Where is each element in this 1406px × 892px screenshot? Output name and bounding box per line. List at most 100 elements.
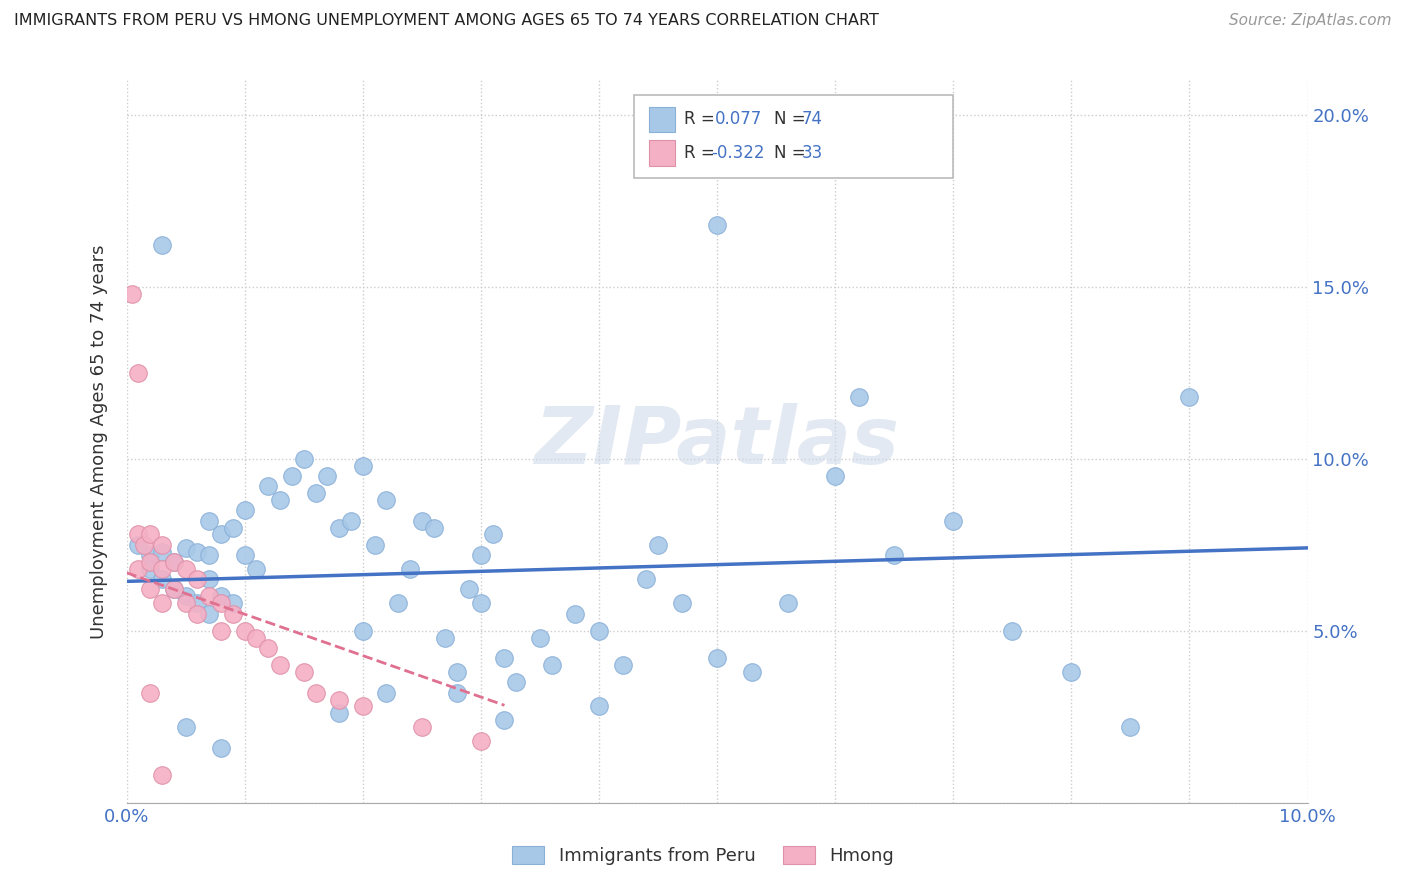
Legend: Immigrants from Peru, Hmong: Immigrants from Peru, Hmong — [503, 837, 903, 874]
Point — [470, 596, 492, 610]
Point — [434, 631, 457, 645]
FancyBboxPatch shape — [634, 95, 953, 178]
Point — [494, 713, 516, 727]
Point — [139, 686, 162, 700]
Point — [186, 572, 208, 586]
Point — [375, 493, 398, 508]
Point — [304, 686, 326, 700]
Y-axis label: Unemployment Among Ages 65 to 74 years: Unemployment Among Ages 65 to 74 years — [90, 244, 108, 639]
Point — [222, 596, 245, 610]
Point — [671, 596, 693, 610]
Point — [540, 658, 562, 673]
Point — [209, 624, 232, 638]
Point — [198, 572, 221, 586]
Point — [776, 596, 799, 610]
Point — [281, 469, 304, 483]
Bar — [648, 140, 675, 166]
Point — [446, 665, 468, 679]
Point — [292, 665, 315, 679]
Point — [127, 538, 149, 552]
Point — [316, 469, 339, 483]
Point — [163, 555, 186, 569]
Point — [139, 527, 162, 541]
Point — [245, 631, 267, 645]
Point — [163, 582, 186, 597]
Text: Source: ZipAtlas.com: Source: ZipAtlas.com — [1229, 13, 1392, 29]
Point — [848, 390, 870, 404]
Text: 0.077: 0.077 — [714, 111, 762, 128]
Point — [363, 538, 385, 552]
Point — [411, 514, 433, 528]
Point — [222, 607, 245, 621]
Point — [352, 699, 374, 714]
Point — [150, 572, 173, 586]
Point — [375, 686, 398, 700]
Point — [245, 562, 267, 576]
Text: R =: R = — [683, 111, 720, 128]
Point — [174, 541, 197, 556]
Point — [139, 548, 162, 562]
Point — [304, 486, 326, 500]
Point — [198, 607, 221, 621]
Point — [411, 720, 433, 734]
Point — [163, 582, 186, 597]
Point — [150, 768, 173, 782]
Point — [186, 607, 208, 621]
Point — [1119, 720, 1142, 734]
Point — [328, 520, 350, 534]
Point — [198, 548, 221, 562]
Point — [328, 706, 350, 721]
Point — [257, 640, 280, 655]
Point — [257, 479, 280, 493]
Point — [883, 548, 905, 562]
Text: N =: N = — [773, 111, 811, 128]
Point — [209, 740, 232, 755]
Point — [139, 562, 162, 576]
Point — [1060, 665, 1083, 679]
Point — [139, 582, 162, 597]
Point — [647, 538, 669, 552]
Text: 74: 74 — [801, 111, 823, 128]
Point — [505, 675, 527, 690]
Point — [139, 555, 162, 569]
Point — [233, 548, 256, 562]
Bar — [648, 107, 675, 132]
Point — [706, 218, 728, 232]
Point — [233, 503, 256, 517]
Point — [612, 658, 634, 673]
Point — [328, 692, 350, 706]
Point — [127, 562, 149, 576]
Point — [174, 596, 197, 610]
Point — [209, 596, 232, 610]
Point — [269, 658, 291, 673]
Point — [174, 720, 197, 734]
Point — [564, 607, 586, 621]
Point — [481, 527, 503, 541]
Point — [209, 527, 232, 541]
Point — [824, 469, 846, 483]
Point — [387, 596, 409, 610]
Point — [222, 520, 245, 534]
Point — [470, 548, 492, 562]
Point — [209, 590, 232, 604]
Text: N =: N = — [773, 144, 811, 161]
Point — [942, 514, 965, 528]
Point — [1001, 624, 1024, 638]
Point — [741, 665, 763, 679]
Point — [588, 624, 610, 638]
Text: 33: 33 — [801, 144, 824, 161]
Point — [269, 493, 291, 508]
Point — [292, 451, 315, 466]
Point — [127, 527, 149, 541]
Point — [150, 238, 173, 252]
Point — [150, 538, 173, 552]
Point — [198, 514, 221, 528]
Point — [233, 624, 256, 638]
Point — [446, 686, 468, 700]
Point — [150, 562, 173, 576]
Point — [399, 562, 422, 576]
Point — [121, 286, 143, 301]
Point — [340, 514, 363, 528]
Point — [636, 572, 658, 586]
Point — [186, 596, 208, 610]
